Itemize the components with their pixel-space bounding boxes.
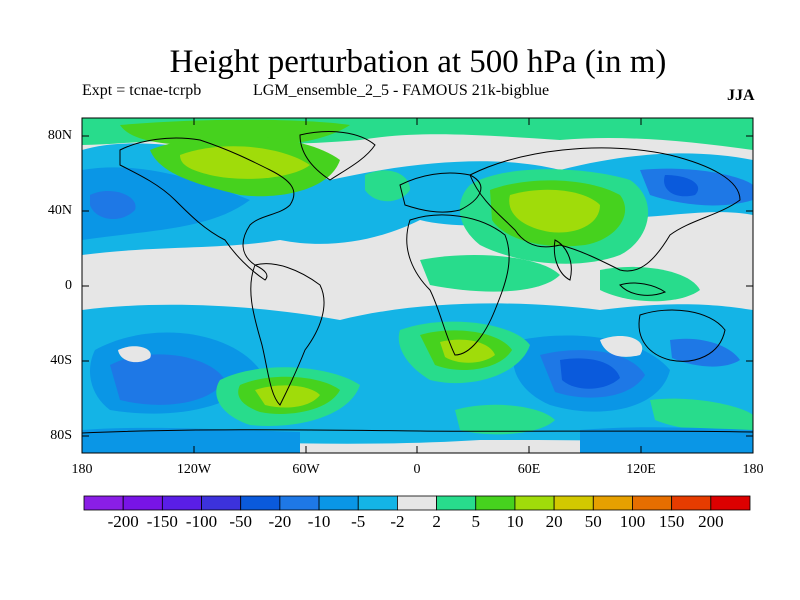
colorbar-label: 10 bbox=[506, 512, 524, 531]
colorbar-swatch bbox=[357, 495, 398, 511]
colorbar-label: 20 bbox=[545, 512, 563, 531]
colorbar-swatch bbox=[240, 495, 281, 511]
lat-label-40n: 40N bbox=[47, 203, 72, 218]
lon-label-0: 0 bbox=[413, 462, 421, 477]
lon-label-180w: 180 bbox=[71, 462, 93, 477]
lat-label-80s: 80S bbox=[50, 428, 72, 443]
lat-label-80n: 80N bbox=[47, 128, 72, 143]
colorbar-swatch bbox=[514, 495, 555, 511]
lon-label-60e: 60E bbox=[517, 462, 541, 477]
colorbar-label: 200 bbox=[698, 512, 724, 531]
lon-label-120w: 120W bbox=[176, 462, 212, 477]
lat-label-40s: 40S bbox=[50, 353, 72, 368]
colorbar-label: 50 bbox=[584, 512, 602, 531]
lon-label-180e: 180 bbox=[742, 462, 764, 477]
colorbar-label: -50 bbox=[229, 512, 253, 531]
colorbar-label: -150 bbox=[146, 512, 178, 531]
colorbar-swatch bbox=[161, 495, 202, 511]
colorbar-label: -2 bbox=[390, 512, 405, 531]
colorbar-label: -100 bbox=[185, 512, 218, 531]
lon-label-120e: 120E bbox=[626, 462, 656, 477]
colorbar-swatch bbox=[632, 495, 673, 511]
axis-ticks bbox=[81, 118, 754, 453]
season-label: JJA bbox=[727, 87, 755, 104]
colorbar-label: 5 bbox=[471, 512, 481, 531]
page-title: Height perturbation at 500 hPa (in m) bbox=[169, 44, 667, 80]
colorbar bbox=[83, 495, 751, 511]
colorbar-label: -20 bbox=[268, 512, 292, 531]
colorbar-swatch bbox=[397, 495, 437, 511]
colorbar-swatch bbox=[279, 495, 320, 511]
lat-label-0: 0 bbox=[65, 278, 72, 293]
coastlines bbox=[82, 131, 753, 434]
colorbar-label: 100 bbox=[619, 512, 646, 531]
colorbar-label: -10 bbox=[307, 512, 331, 531]
contour-field bbox=[82, 118, 753, 453]
colorbar-swatch bbox=[475, 495, 516, 511]
colorbar-label: -5 bbox=[351, 512, 366, 531]
lon-label-60w: 60W bbox=[292, 462, 320, 477]
colorbar-label: 150 bbox=[658, 512, 685, 531]
colorbar-swatch bbox=[83, 495, 124, 511]
experiment-label: Expt = tcnae-tcrpb bbox=[82, 82, 202, 99]
colorbar-swatch bbox=[436, 495, 477, 511]
colorbar-swatch bbox=[318, 495, 359, 511]
model-label: LGM_ensemble_2_5 - FAMOUS 21k-bigblue bbox=[253, 82, 550, 99]
colorbar-swatch bbox=[122, 495, 163, 511]
colorbar-swatch bbox=[553, 495, 594, 511]
colorbar-swatch bbox=[201, 495, 242, 511]
colorbar-swatch bbox=[671, 495, 712, 511]
colorbar-label: 2 bbox=[432, 512, 441, 531]
colorbar-label: -200 bbox=[107, 512, 139, 531]
colorbar-swatch bbox=[710, 495, 751, 511]
colorbar-swatch bbox=[592, 495, 633, 511]
